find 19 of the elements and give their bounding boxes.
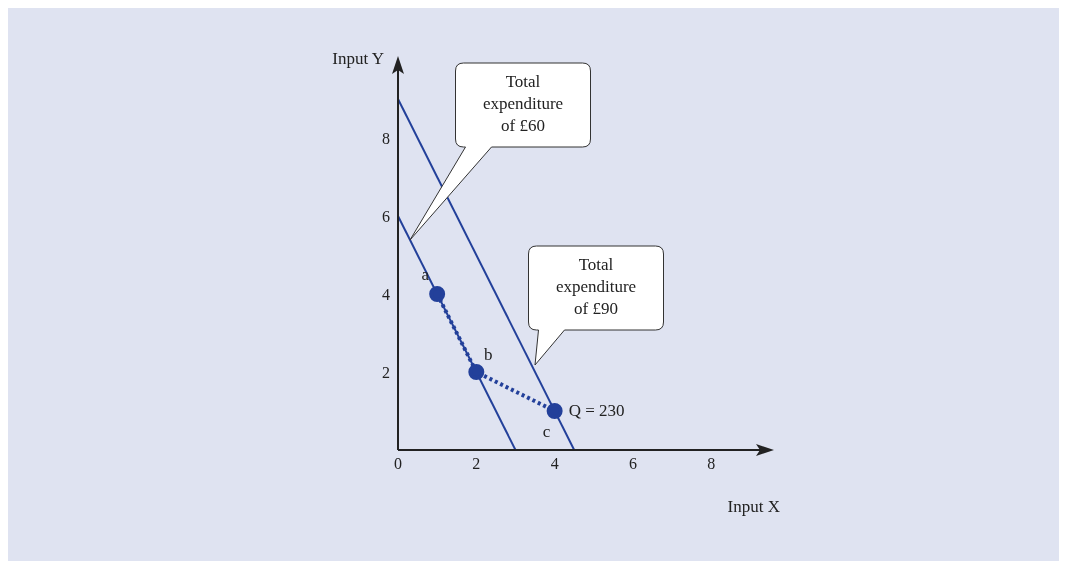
annotation: c <box>542 422 551 441</box>
x-tick-label: 8 <box>707 455 716 473</box>
x-axis-title: Input X <box>727 497 780 516</box>
speech-bubble: Total expenditure of £90 <box>528 245 664 366</box>
y-tick-label: 2 <box>382 363 390 381</box>
y-tick-label: 4 <box>382 285 390 303</box>
y-tick-label: 8 <box>382 129 390 147</box>
annotation: a <box>421 265 430 284</box>
annotation: b <box>484 345 493 364</box>
x-tick-label: 4 <box>550 455 559 473</box>
annotation: Total expenditure of £60 <box>482 72 564 135</box>
annotation: Total expenditure of £90 <box>555 255 637 318</box>
x-tick-label: 6 <box>628 455 637 473</box>
annotation: Q = 230 <box>568 401 625 420</box>
x-tick-label: 0 <box>394 455 402 473</box>
y-axis-title: Input Y <box>332 49 384 68</box>
y-tick-label: 6 <box>382 207 390 225</box>
x-tick-label: 2 <box>472 455 481 473</box>
speech-bubble: Total expenditure of £60 <box>409 62 591 241</box>
